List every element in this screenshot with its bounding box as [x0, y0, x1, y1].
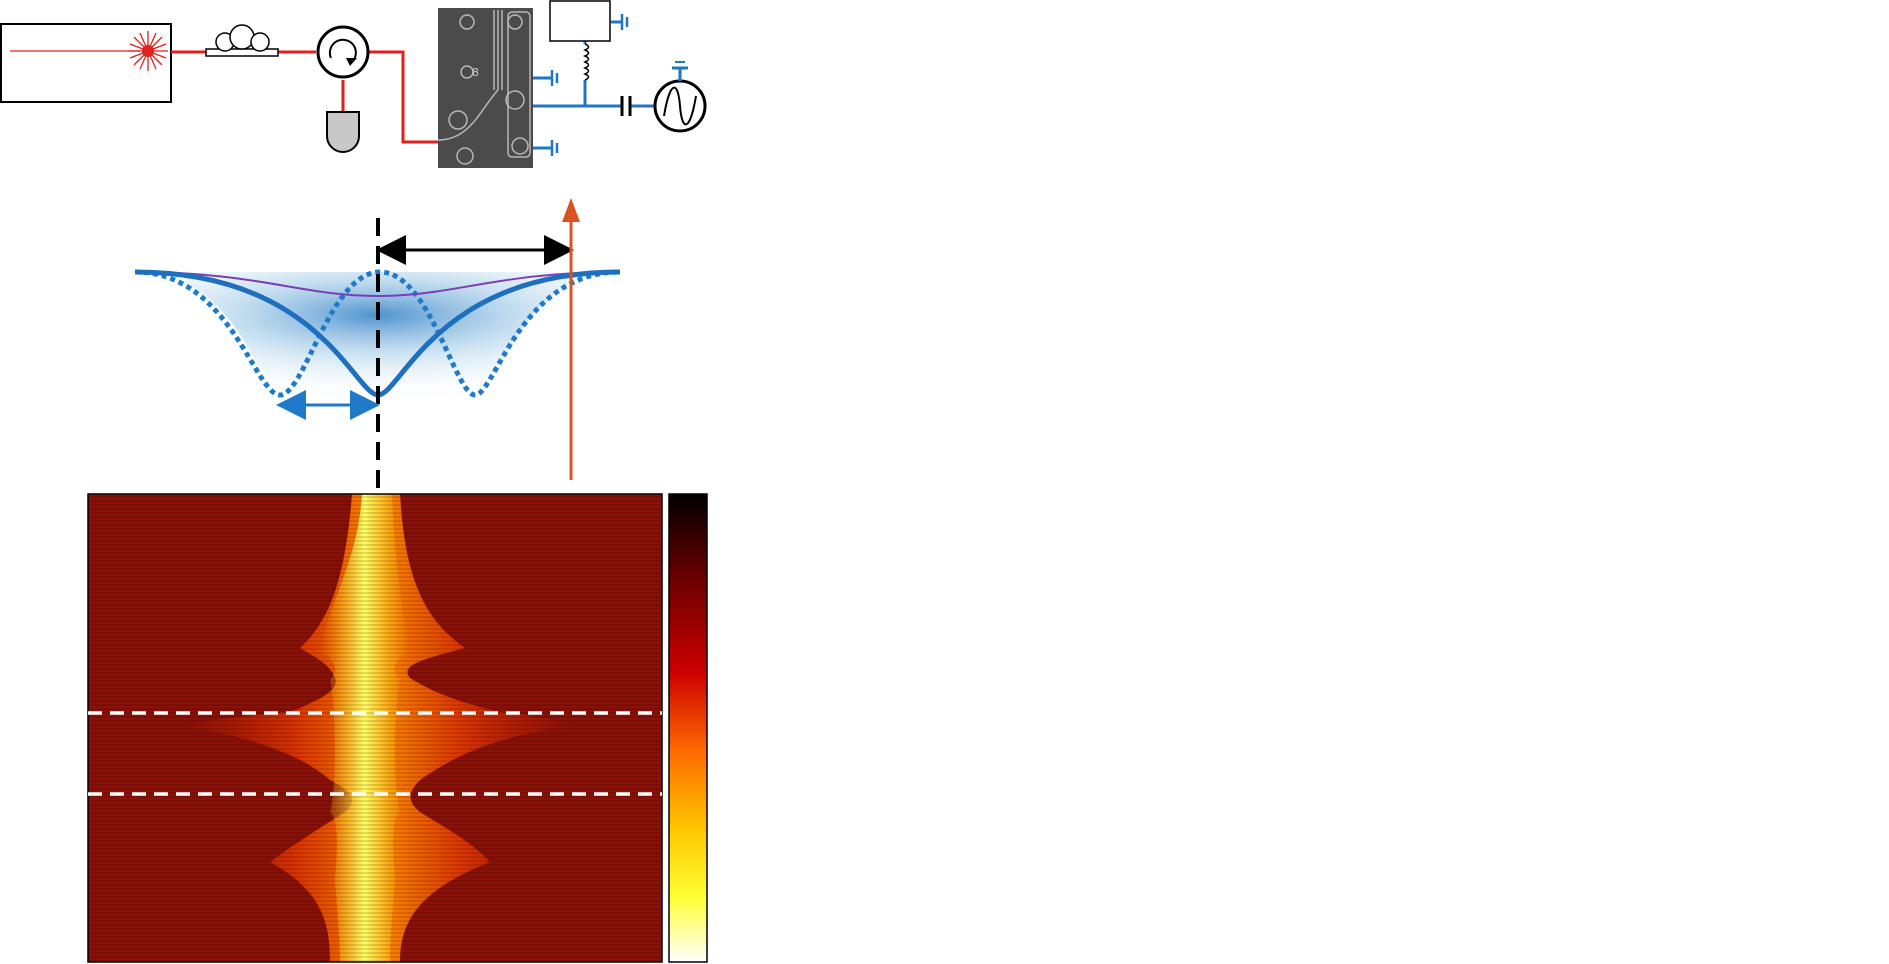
dc-capacitor	[620, 96, 632, 116]
dc-source-box	[549, 0, 611, 42]
ground-symbols	[550, 14, 629, 156]
photodetector	[326, 111, 360, 153]
device-chip: 8	[437, 8, 533, 168]
polarization-controller	[205, 24, 279, 57]
electrical-wiring	[533, 20, 656, 150]
rf-signal-generator	[653, 61, 707, 133]
heatmap-panel	[87, 493, 708, 963]
broadened-resonance-curve	[134, 271, 621, 298]
svg-text:8: 8	[472, 66, 479, 79]
setup-schematic: 8	[0, 0, 707, 168]
laser-source	[0, 23, 172, 103]
bias-tee-inductor	[583, 43, 590, 81]
colorbar	[668, 493, 708, 963]
resonance-sketch	[134, 198, 621, 488]
circulator	[316, 25, 370, 79]
optical-fiber	[171, 50, 438, 144]
probe-arrow-head	[562, 198, 580, 222]
split-resonance-curve	[134, 269, 621, 398]
